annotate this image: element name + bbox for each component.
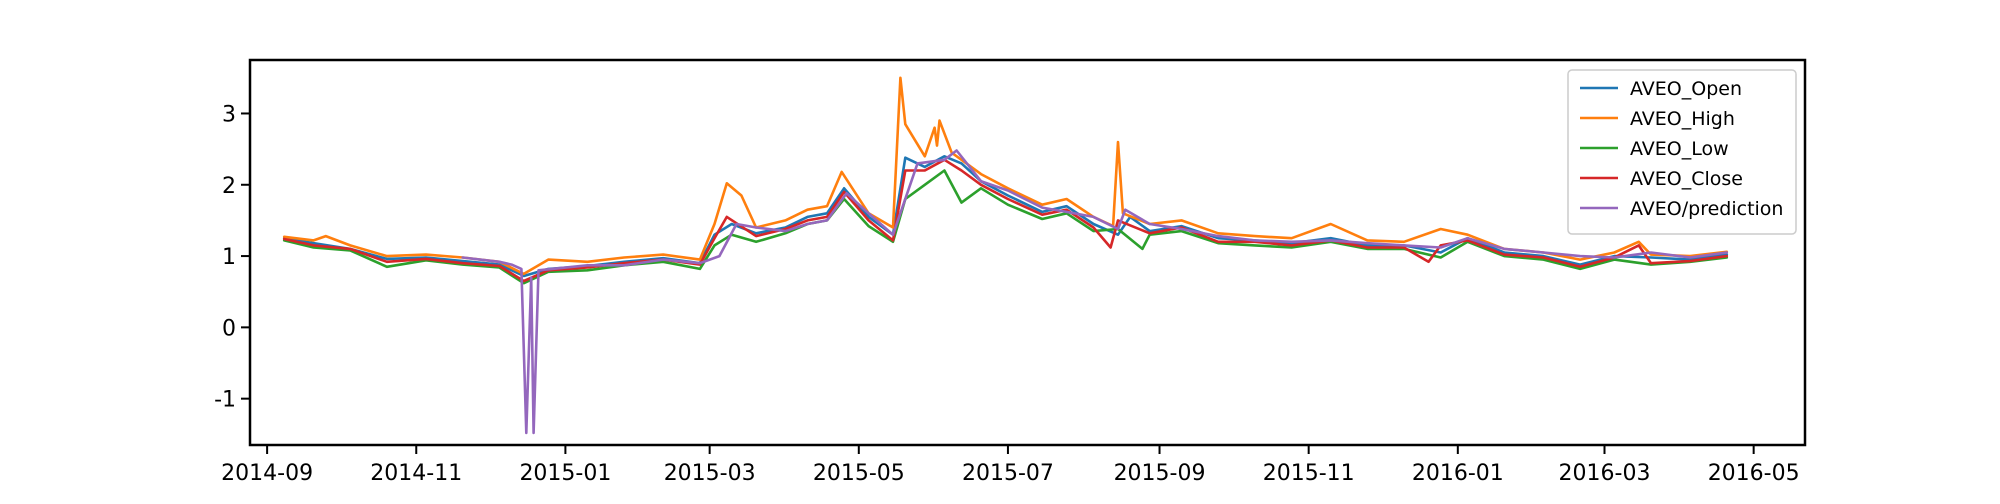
legend-label: AVEO_Close xyxy=(1630,168,1743,190)
legend-label: AVEO/prediction xyxy=(1630,198,1783,220)
series-line-aveo-high xyxy=(282,76,1729,276)
y-tick-label: 3 xyxy=(222,102,236,127)
x-tick-label: 2015-09 xyxy=(1114,461,1206,486)
x-tick-label: 2015-07 xyxy=(962,461,1054,486)
legend: AVEO_Open AVEO_High AVEO_Low AVEO_Close AVEO… xyxy=(1567,69,1797,235)
series-line-aveo-prediction xyxy=(461,149,1729,435)
y-tick-label: 2 xyxy=(222,174,236,199)
legend-box xyxy=(1567,69,1797,235)
series-line-aveo-open xyxy=(282,155,1729,278)
y-tick-label: 0 xyxy=(222,316,236,341)
y-tick-label: 1 xyxy=(222,245,236,270)
x-tick-label: 2015-01 xyxy=(519,461,611,486)
x-tick-label: 2015-03 xyxy=(664,461,756,486)
y-axis: -1 0 1 2 3 xyxy=(214,102,250,413)
x-tick-label: 2015-05 xyxy=(813,461,905,486)
x-axis: 2014-09 2014-11 2015-01 2015-03 2015-05 2015-… xyxy=(221,445,1800,486)
x-tick-label: 2016-03 xyxy=(1559,461,1651,486)
series-line-aveo-low xyxy=(282,169,1729,285)
y-tick-label: -1 xyxy=(214,388,236,413)
legend-label: AVEO_Open xyxy=(1630,78,1742,100)
legend-label: AVEO_High xyxy=(1630,108,1735,130)
x-tick-label: 2016-01 xyxy=(1412,461,1504,486)
plot-frame xyxy=(248,58,1807,447)
legend-label: AVEO_Low xyxy=(1630,138,1729,160)
x-tick-label: 2016-05 xyxy=(1708,461,1800,486)
x-tick-label: 2014-11 xyxy=(370,461,462,486)
x-tick-label: 2015-11 xyxy=(1263,461,1355,486)
series-layer xyxy=(282,76,1729,435)
x-tick-label: 2014-09 xyxy=(221,461,313,486)
